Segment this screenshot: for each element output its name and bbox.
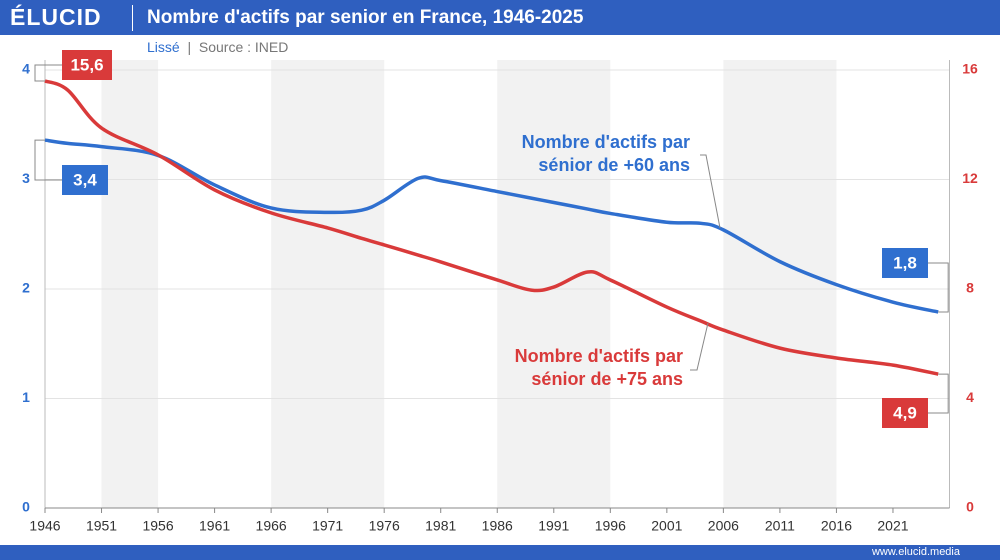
x-tick-label: 1966 <box>256 518 287 534</box>
subtitle-row: Lissé | Source : INED <box>147 39 289 55</box>
x-tick-label: 1976 <box>369 518 400 534</box>
series-line <box>44 138 939 314</box>
label-leader <box>34 64 62 82</box>
x-tick-label: 2001 <box>651 518 682 534</box>
value-label-box <box>882 248 928 278</box>
value-label-box <box>62 165 108 195</box>
x-tick-label: 2006 <box>708 518 739 534</box>
x-tick-label: 1996 <box>595 518 626 534</box>
y2-tick-label: 8 <box>966 280 974 296</box>
x-tick-label: 1951 <box>86 518 117 534</box>
x-tick-label: 1956 <box>142 518 173 534</box>
value-label-box <box>882 398 928 428</box>
x-tick-label: 1971 <box>312 518 343 534</box>
label-leader <box>928 373 949 414</box>
x-tick-label: 1991 <box>538 518 569 534</box>
y-tick-label: 1 <box>22 389 30 405</box>
value-label: 1,8 <box>893 253 917 272</box>
label-leader <box>928 262 949 313</box>
x-tick-label: 2016 <box>821 518 852 534</box>
x-tick-label: 1946 <box>29 518 60 534</box>
source: Source : INED <box>198 39 289 55</box>
y2-tick-label: 16 <box>962 61 978 77</box>
footer-url: www.elucid.media <box>871 546 960 558</box>
value-label: 3,4 <box>73 170 97 189</box>
x-tick-label: 1981 <box>425 518 456 534</box>
x-tick-label: 1961 <box>199 518 230 534</box>
leader-line <box>690 322 709 371</box>
label-leader <box>34 139 62 181</box>
separator <box>132 5 133 31</box>
shaded-band <box>101 60 159 508</box>
series-line <box>44 79 939 376</box>
chart-title: Nombre d'actifs par senior en France, 19… <box>147 7 584 28</box>
footer-bar: www.elucid.media <box>0 545 1000 560</box>
shaded-band <box>497 60 611 508</box>
leader-line <box>700 154 721 229</box>
y2-tick-label: 0 <box>966 499 974 515</box>
value-label: 15,6 <box>70 55 103 74</box>
y2-tick-label: 4 <box>966 389 974 405</box>
y-tick-label: 3 <box>22 170 30 186</box>
y-tick-label: 0 <box>22 499 30 515</box>
series-label: Nombre d'actifs par sénior de +60 ans <box>521 132 690 175</box>
header-bar: ÉLUCID Nombre d'actifs par senior en Fra… <box>0 0 1000 35</box>
series-label: Nombre d'actifs par sénior de +75 ans <box>514 346 683 389</box>
y-tick-label: 2 <box>22 280 30 296</box>
x-tick-label: 1986 <box>482 518 513 534</box>
y-tick-label: 4 <box>22 61 30 77</box>
shaded-band <box>271 60 385 508</box>
y2-tick-label: 12 <box>962 170 978 186</box>
x-tick-label: 2021 <box>877 518 908 534</box>
logo: ÉLUCID <box>10 4 102 30</box>
shaded-band <box>723 60 837 508</box>
value-label: 4,9 <box>893 403 917 422</box>
value-label-box <box>62 50 112 80</box>
x-tick-label: 2011 <box>765 518 795 534</box>
subtitle: Lissé <box>147 39 180 55</box>
